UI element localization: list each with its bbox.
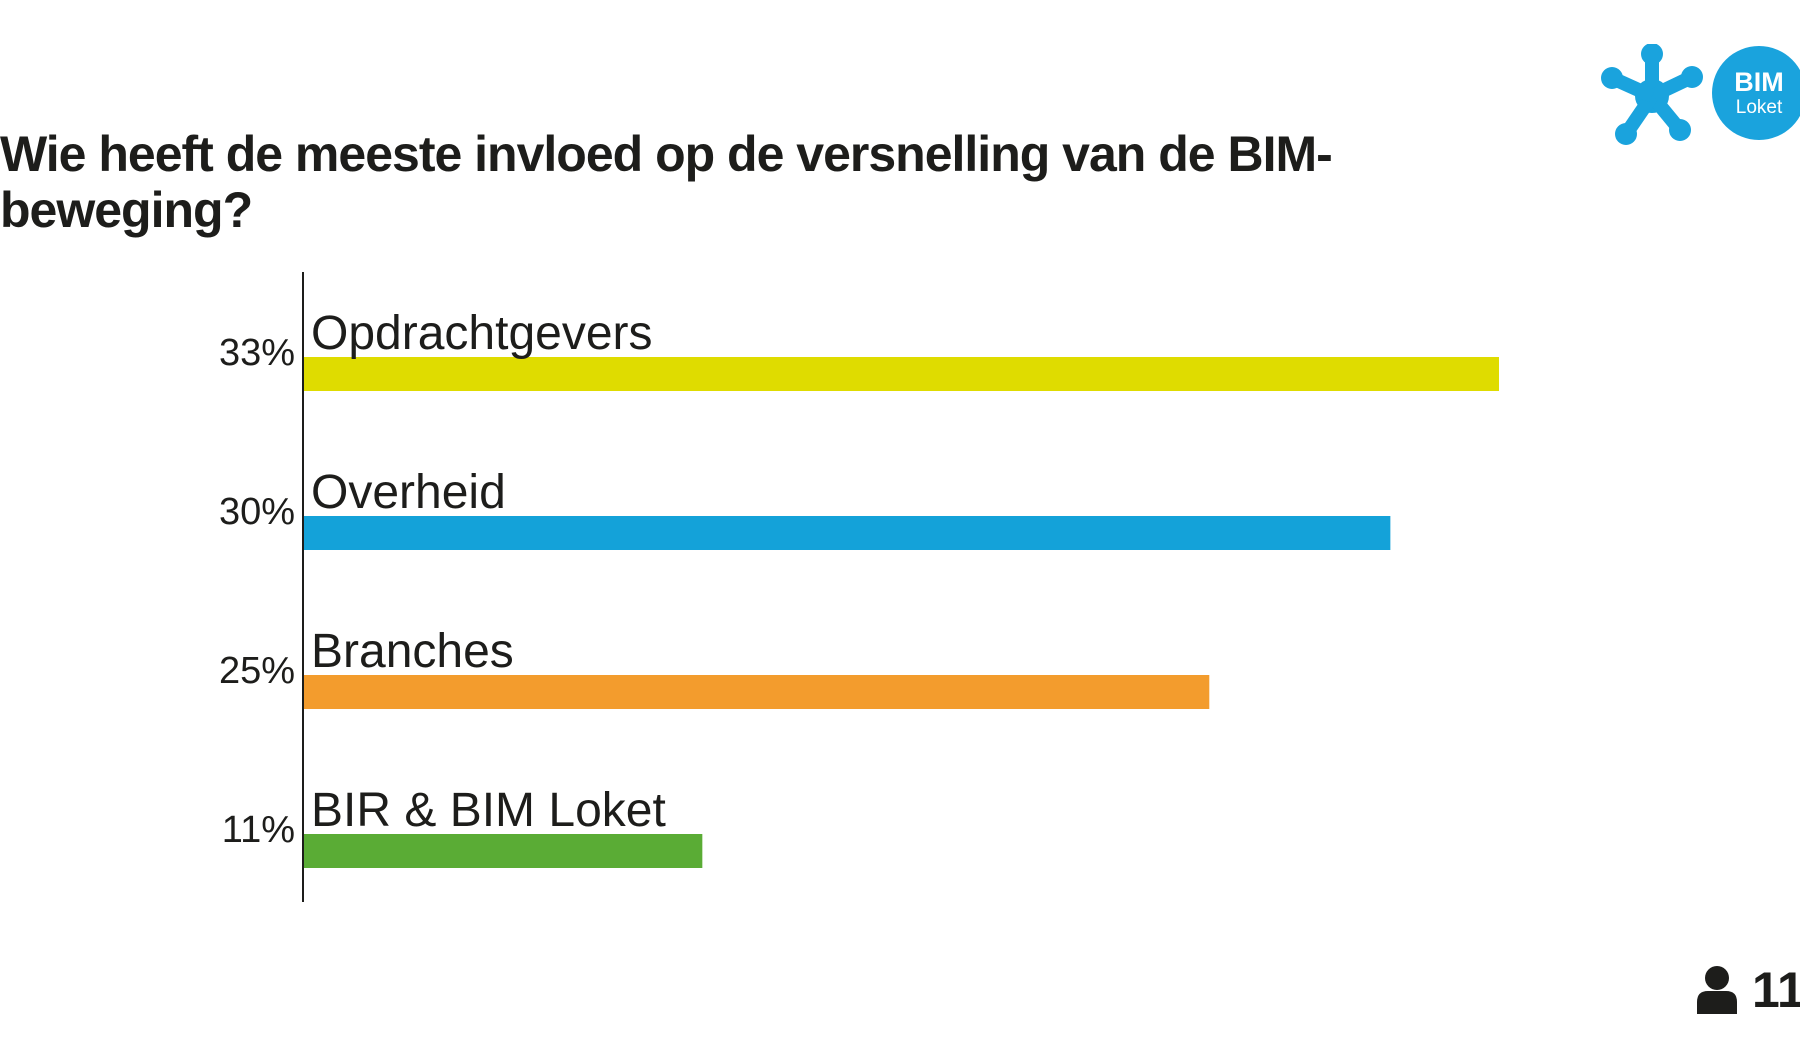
bar-3: [304, 675, 1210, 709]
category-label-4: BIR & BIM Loket: [311, 784, 666, 837]
category-label-2: Overheid: [311, 466, 506, 519]
asterisk-logo-icon: [1601, 44, 1703, 145]
bim-loket-logo: BIM Loket: [1600, 44, 1800, 148]
category-label-1: Opdrachtgevers: [311, 307, 653, 360]
value-label-4: 11%: [222, 809, 295, 851]
category-label-3: Branches: [311, 625, 514, 678]
logo-text-bim: BIM: [1734, 67, 1784, 97]
respondent-count: 111: [1752, 962, 1800, 1018]
bar-2: [304, 516, 1391, 550]
person-icon: [1697, 966, 1737, 1014]
page-title: Wie heeft de meeste invloed op de versne…: [0, 126, 1333, 238]
value-label-1: 33%: [219, 332, 295, 374]
logo-text-loket: Loket: [1735, 97, 1783, 118]
bar-4: [304, 834, 703, 868]
value-label-2: 30%: [219, 491, 295, 533]
logo-badge: BIM Loket: [1712, 46, 1800, 140]
value-label-3: 25%: [219, 650, 295, 692]
bar-1: [304, 357, 1499, 391]
